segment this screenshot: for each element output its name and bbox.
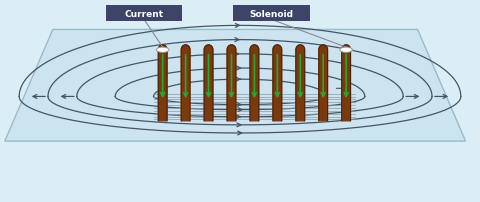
Polygon shape	[319, 46, 327, 121]
FancyBboxPatch shape	[106, 6, 182, 22]
Polygon shape	[181, 46, 190, 121]
FancyBboxPatch shape	[233, 6, 310, 22]
Polygon shape	[273, 46, 282, 121]
Polygon shape	[227, 46, 236, 121]
Polygon shape	[5, 30, 466, 141]
Circle shape	[340, 48, 352, 53]
Polygon shape	[158, 46, 167, 121]
Polygon shape	[250, 46, 259, 121]
Polygon shape	[204, 46, 213, 121]
Circle shape	[156, 48, 169, 53]
Text: Current: Current	[124, 10, 164, 19]
Text: Solenoid: Solenoid	[249, 10, 293, 19]
Polygon shape	[296, 46, 305, 121]
Polygon shape	[342, 46, 350, 121]
